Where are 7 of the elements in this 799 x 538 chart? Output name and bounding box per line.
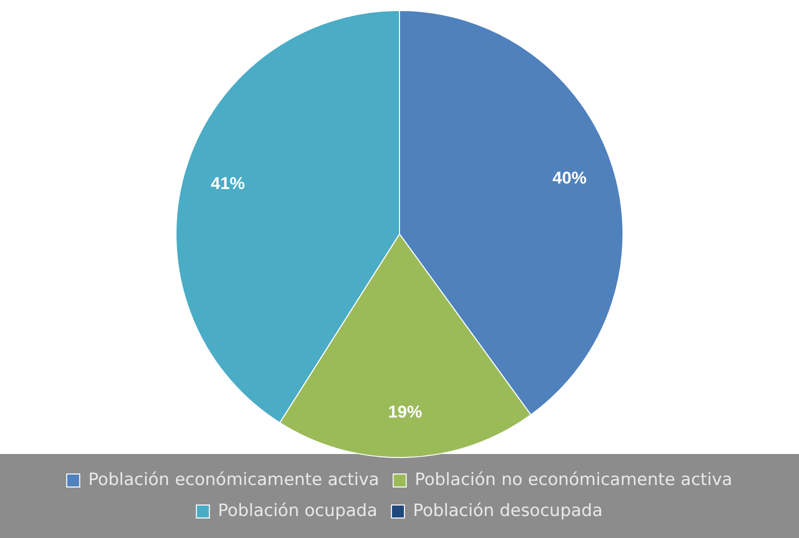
data-label: 41% (210, 174, 245, 193)
legend-label: Población ocupada (218, 500, 378, 521)
data-label: 19% (388, 402, 422, 422)
legend-label: Población desocupada (412, 500, 603, 521)
data-label: 40% (552, 168, 587, 188)
legend-label: Población económicamente activa (88, 470, 380, 490)
legend-label: Población no económicamente activa (414, 470, 732, 490)
